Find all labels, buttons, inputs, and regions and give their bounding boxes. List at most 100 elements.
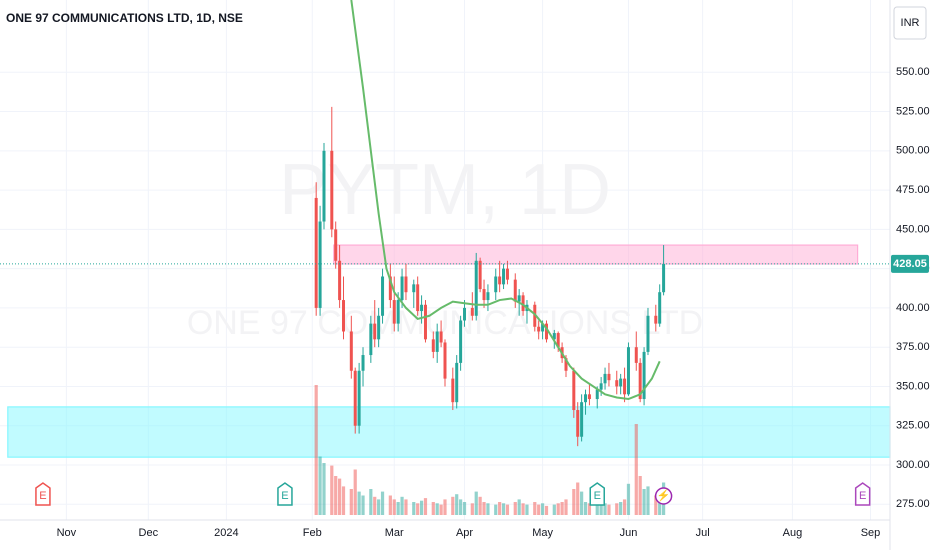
volume-bar [638, 476, 642, 515]
volume-bar [572, 489, 576, 515]
event-label: E [859, 490, 866, 502]
y-tick-label: 350.00 [896, 380, 930, 392]
candle-body [615, 380, 619, 387]
volume-bar [334, 476, 338, 515]
volume-bar [517, 499, 521, 515]
candle-body [498, 276, 502, 285]
volume-bar [314, 385, 318, 515]
candle-body [412, 284, 416, 293]
axes: 275.00300.00325.00350.00375.00400.00425.… [57, 66, 930, 539]
volume-bar [513, 502, 517, 515]
event-label: E [281, 490, 288, 502]
candle-body [642, 351, 646, 400]
candle-body [400, 276, 404, 301]
watermark: PYTM, 1D [279, 150, 611, 230]
x-tick-label: Sep [861, 527, 881, 539]
candle-body [322, 150, 326, 222]
candle-body [638, 362, 642, 400]
candle-body [634, 347, 638, 363]
candle-body [521, 295, 525, 312]
candle-body [623, 378, 627, 395]
y-tick-label: 475.00 [896, 184, 930, 196]
volume-bar [338, 478, 342, 515]
candle-body [603, 373, 607, 384]
y-tick-label: 275.00 [896, 498, 930, 510]
candle-body [423, 304, 427, 340]
watermark-sub: ONE 97 COMMUNICATIONS LTD [187, 304, 703, 342]
volume-bar [607, 504, 611, 515]
x-tick-label: Mar [385, 527, 404, 539]
y-tick-label: 525.00 [896, 105, 930, 117]
volume-bar [580, 491, 584, 515]
zone [7, 406, 891, 458]
volume-bar [459, 499, 463, 515]
candle-body [482, 289, 486, 301]
candle-body [564, 358, 568, 371]
volume-bar [576, 482, 580, 515]
candle-body [662, 263, 666, 293]
volume-bar [470, 503, 474, 515]
candle-body [478, 260, 482, 290]
candle-body [599, 383, 603, 390]
last-price-label: 428.05 [893, 258, 927, 270]
event-marker [277, 482, 293, 506]
candle-body [658, 292, 662, 324]
candle-body [533, 304, 537, 327]
volume-bar [416, 503, 420, 515]
volume-bar [552, 504, 556, 515]
candle-body [572, 370, 576, 411]
volume-bar [353, 469, 357, 515]
candle-body [416, 284, 420, 312]
volume-bar [619, 502, 623, 515]
candle-body [584, 394, 588, 403]
volume-bar [599, 502, 603, 515]
volume-bar [642, 489, 646, 515]
candle-body [330, 150, 334, 230]
candle-body [580, 402, 584, 437]
volume-bar [443, 499, 447, 515]
volume-bar [419, 500, 424, 515]
event-label: ⚡ [657, 489, 671, 502]
candle-body [587, 394, 591, 400]
event-marker [589, 482, 605, 506]
candle-body [486, 292, 490, 301]
volume-bar [626, 483, 631, 515]
volume-bar [556, 503, 560, 515]
volume-bar [412, 502, 416, 515]
candle-body [544, 323, 548, 340]
volume-bar [482, 502, 486, 515]
volume-bar [377, 499, 381, 515]
candle-body [470, 307, 474, 316]
x-tick-label: Feb [303, 527, 322, 539]
volume-bar [494, 504, 498, 515]
event-marker [854, 482, 871, 506]
volume-bar [349, 489, 353, 515]
y-tick-label: 550.00 [896, 66, 930, 78]
currency[interactable]: INR [901, 17, 920, 29]
candle-body [513, 279, 517, 302]
volume-bar [404, 499, 408, 515]
volume-bar [634, 424, 638, 515]
volume-bar [392, 499, 396, 515]
candle-body [404, 276, 408, 293]
candle-body [334, 229, 338, 261]
candle-body [353, 370, 357, 426]
candle-body [392, 300, 396, 324]
x-tick-label: Jul [696, 527, 710, 539]
y-tick-label: 450.00 [896, 223, 930, 235]
candle-body [443, 342, 447, 379]
candle-body [607, 373, 611, 381]
y-tick-label: 300.00 [896, 459, 930, 471]
candle-body [420, 304, 424, 312]
volume-bar [439, 504, 443, 515]
currency-box[interactable] [893, 6, 927, 40]
x-tick-label: May [532, 527, 553, 539]
candle-body [439, 331, 443, 343]
volume-bar [388, 495, 392, 515]
volume-bar [451, 496, 455, 515]
candle-body [373, 323, 377, 340]
candle-body [318, 221, 322, 308]
volume-bar [505, 504, 510, 515]
plot: E E E E ⚡ [0, 0, 891, 515]
volume-bar [544, 505, 549, 515]
